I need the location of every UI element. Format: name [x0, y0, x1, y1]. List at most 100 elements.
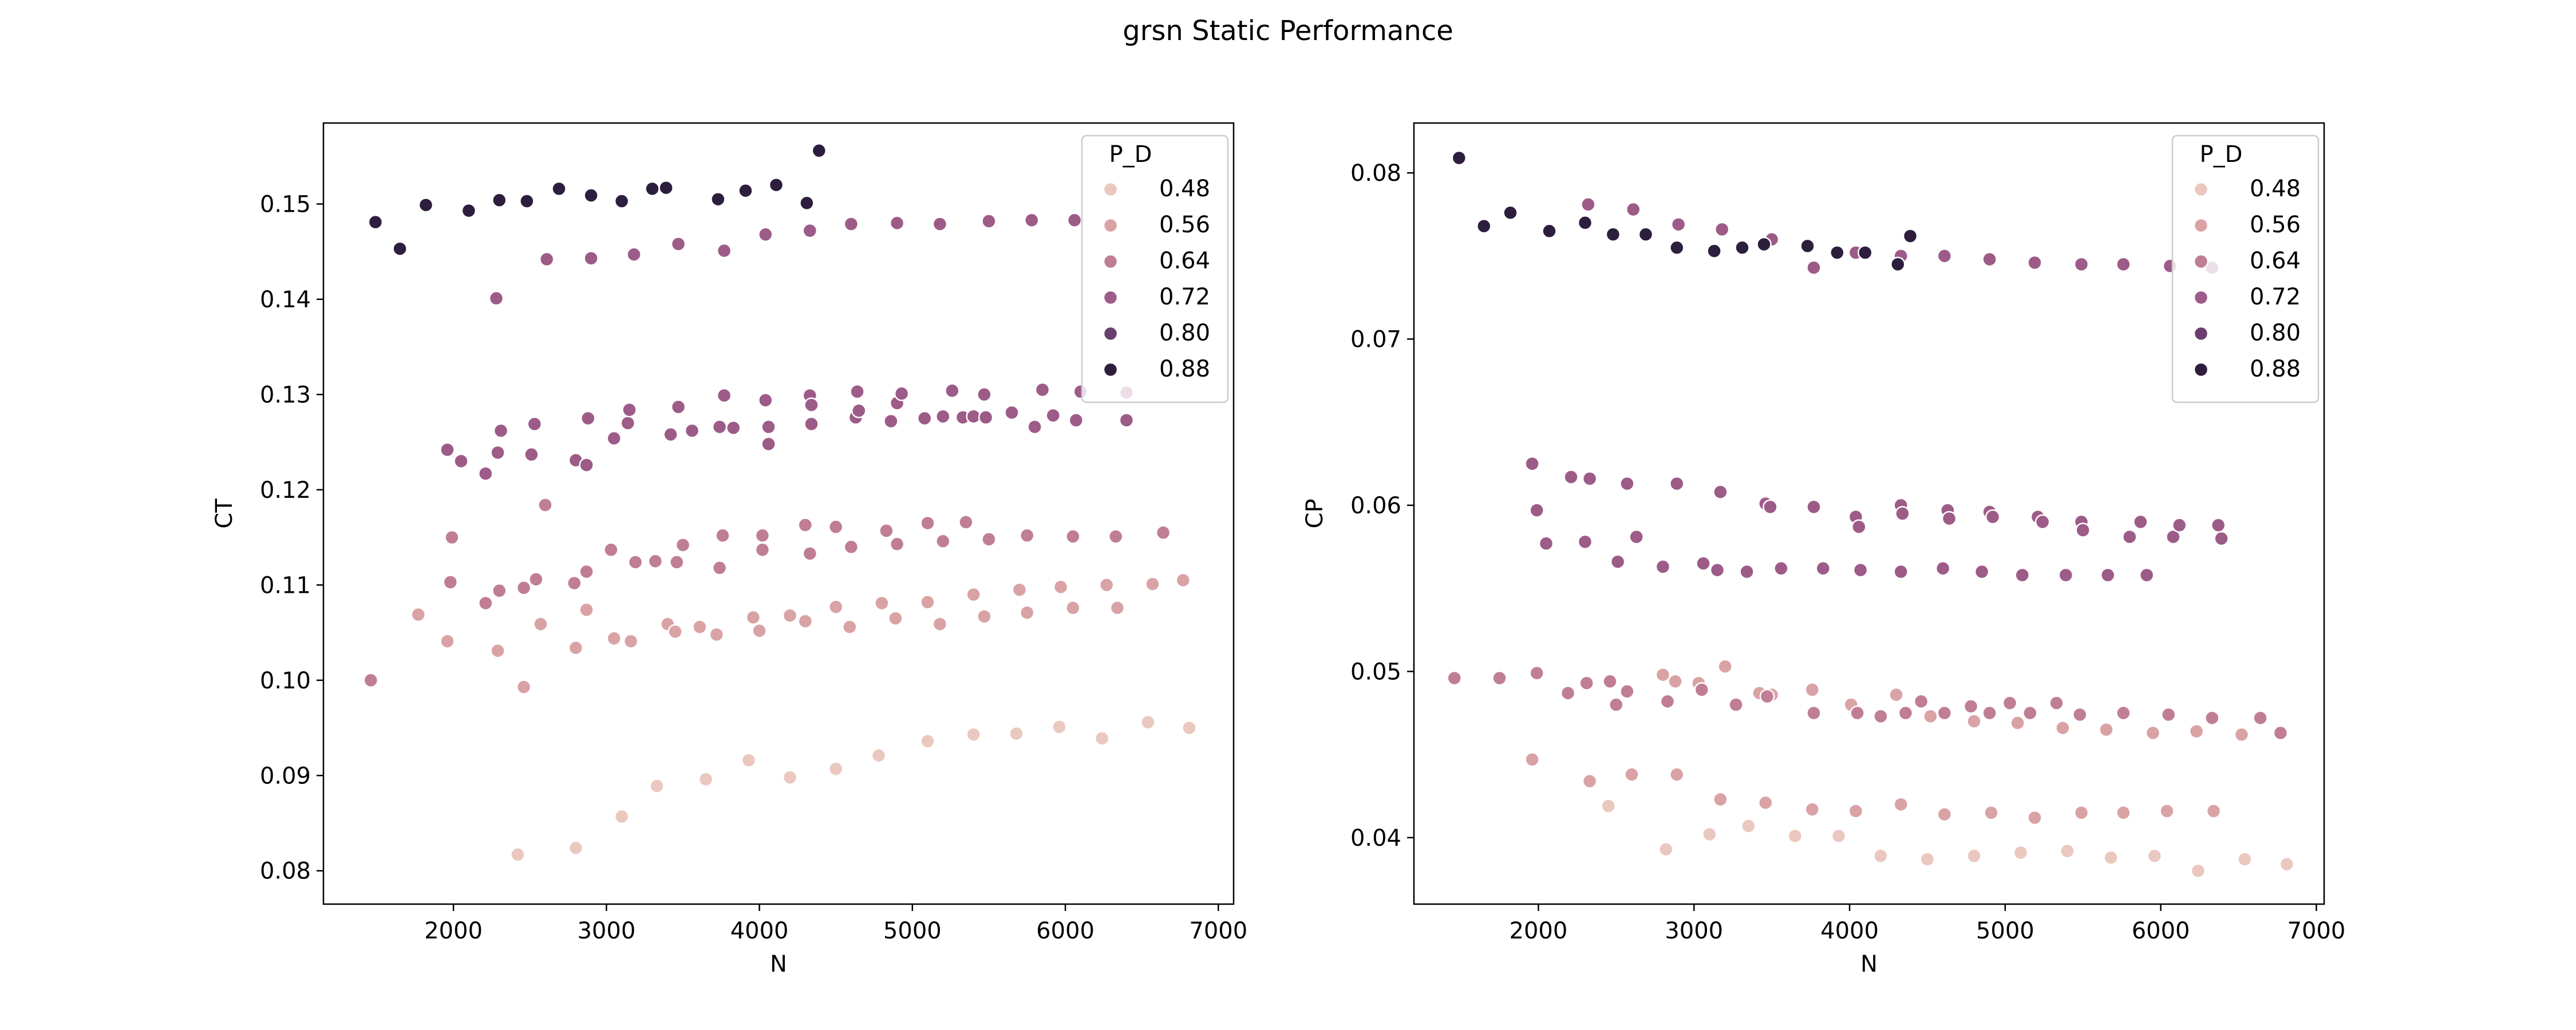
- data-point: [1670, 216, 1686, 232]
- data-point: [1582, 773, 1598, 789]
- data-point: [1966, 714, 1982, 729]
- data-point: [614, 809, 630, 825]
- data-point: [715, 528, 730, 544]
- data-point: [1019, 528, 1035, 544]
- data-point: [1609, 697, 1624, 712]
- y-tick-label: 0.08: [1350, 160, 1401, 187]
- data-point: [1984, 805, 1999, 821]
- data-point: [490, 643, 505, 659]
- data-point: [2253, 710, 2268, 726]
- data-point: [519, 193, 535, 209]
- data-point: [1524, 456, 1540, 472]
- legend-label: 0.56: [1159, 212, 1210, 238]
- data-point: [1982, 705, 1997, 721]
- data-point: [2139, 567, 2155, 583]
- legend-box: [1081, 134, 1229, 403]
- data-point: [579, 602, 594, 617]
- data-point: [725, 420, 741, 435]
- data-point: [1706, 243, 1722, 259]
- data-point: [1034, 382, 1050, 398]
- data-point: [1577, 215, 1593, 231]
- data-point: [1581, 197, 1596, 212]
- data-point: [440, 442, 455, 458]
- data-point: [580, 410, 596, 426]
- data-point: [410, 607, 426, 623]
- data-point: [516, 679, 532, 695]
- data-point: [1655, 667, 1671, 683]
- data-point: [2022, 705, 2038, 721]
- data-point: [1602, 674, 1618, 690]
- legend-label: 0.64: [1159, 248, 1210, 274]
- data-point: [1709, 562, 1725, 578]
- data-point: [883, 413, 899, 429]
- legend-marker: [1103, 253, 1119, 270]
- data-point: [981, 213, 997, 229]
- data-point: [932, 616, 948, 632]
- data-point: [1624, 767, 1639, 782]
- data-point: [1848, 803, 1864, 819]
- data-point: [606, 430, 622, 446]
- data-point: [1713, 484, 1728, 500]
- figure-title: grsn Static Performance: [1123, 15, 1453, 47]
- data-point: [1155, 525, 1171, 541]
- data-point: [669, 554, 685, 570]
- data-point: [1638, 227, 1654, 242]
- data-point: [2100, 567, 2116, 583]
- data-point: [2075, 522, 2091, 538]
- x-tick-label: 4000: [730, 918, 789, 944]
- data-point: [2214, 530, 2229, 546]
- data-point: [622, 402, 637, 418]
- data-point: [1888, 687, 1904, 703]
- data-point: [492, 583, 507, 599]
- legend: P_D 0.48 0.56 0.64 0.72 0.80 0.88: [2171, 134, 2320, 403]
- data-point: [2206, 803, 2222, 819]
- data-point: [579, 564, 594, 580]
- data-point: [1655, 559, 1671, 575]
- data-point: [754, 542, 771, 558]
- data-point: [1669, 476, 1685, 492]
- data-point: [1890, 256, 1906, 272]
- data-point: [1577, 534, 1593, 550]
- legend-label: 0.72: [2250, 284, 2301, 310]
- data-point: [843, 216, 859, 232]
- data-point: [804, 416, 819, 432]
- data-point: [1831, 828, 1847, 844]
- data-point: [1004, 405, 1020, 421]
- data-point: [1669, 767, 1685, 782]
- legend-label: 0.80: [1159, 320, 1210, 346]
- data-point: [1045, 407, 1061, 423]
- data-point: [1966, 848, 1982, 864]
- data-point: [920, 595, 935, 610]
- x-tick-label: 6000: [2132, 918, 2190, 944]
- data-point: [623, 633, 639, 649]
- data-point: [828, 761, 844, 777]
- data-point: [1529, 502, 1544, 518]
- legend-marker: [1103, 217, 1119, 233]
- data-point: [920, 515, 935, 531]
- y-tick-label: 0.04: [1350, 825, 1401, 851]
- data-point: [603, 542, 619, 558]
- data-point: [874, 595, 890, 611]
- axes-frame: [322, 122, 1235, 905]
- data-point: [1066, 212, 1082, 228]
- data-point: [1145, 576, 1160, 592]
- data-point: [828, 599, 844, 615]
- data-point: [981, 532, 997, 547]
- data-point: [528, 572, 544, 587]
- data-point: [1503, 205, 1518, 221]
- data-point: [538, 497, 553, 513]
- data-point: [2210, 517, 2226, 533]
- data-point: [752, 623, 767, 639]
- data-point: [716, 243, 732, 259]
- data-point: [1529, 665, 1544, 681]
- data-point: [1053, 579, 1069, 595]
- data-point: [1524, 752, 1540, 767]
- data-point: [645, 181, 660, 197]
- legend-label: 0.48: [2250, 176, 2301, 202]
- data-point: [670, 399, 686, 415]
- data-point: [797, 517, 813, 533]
- data-point: [712, 560, 728, 576]
- data-point: [804, 397, 819, 413]
- data-point: [1696, 556, 1711, 571]
